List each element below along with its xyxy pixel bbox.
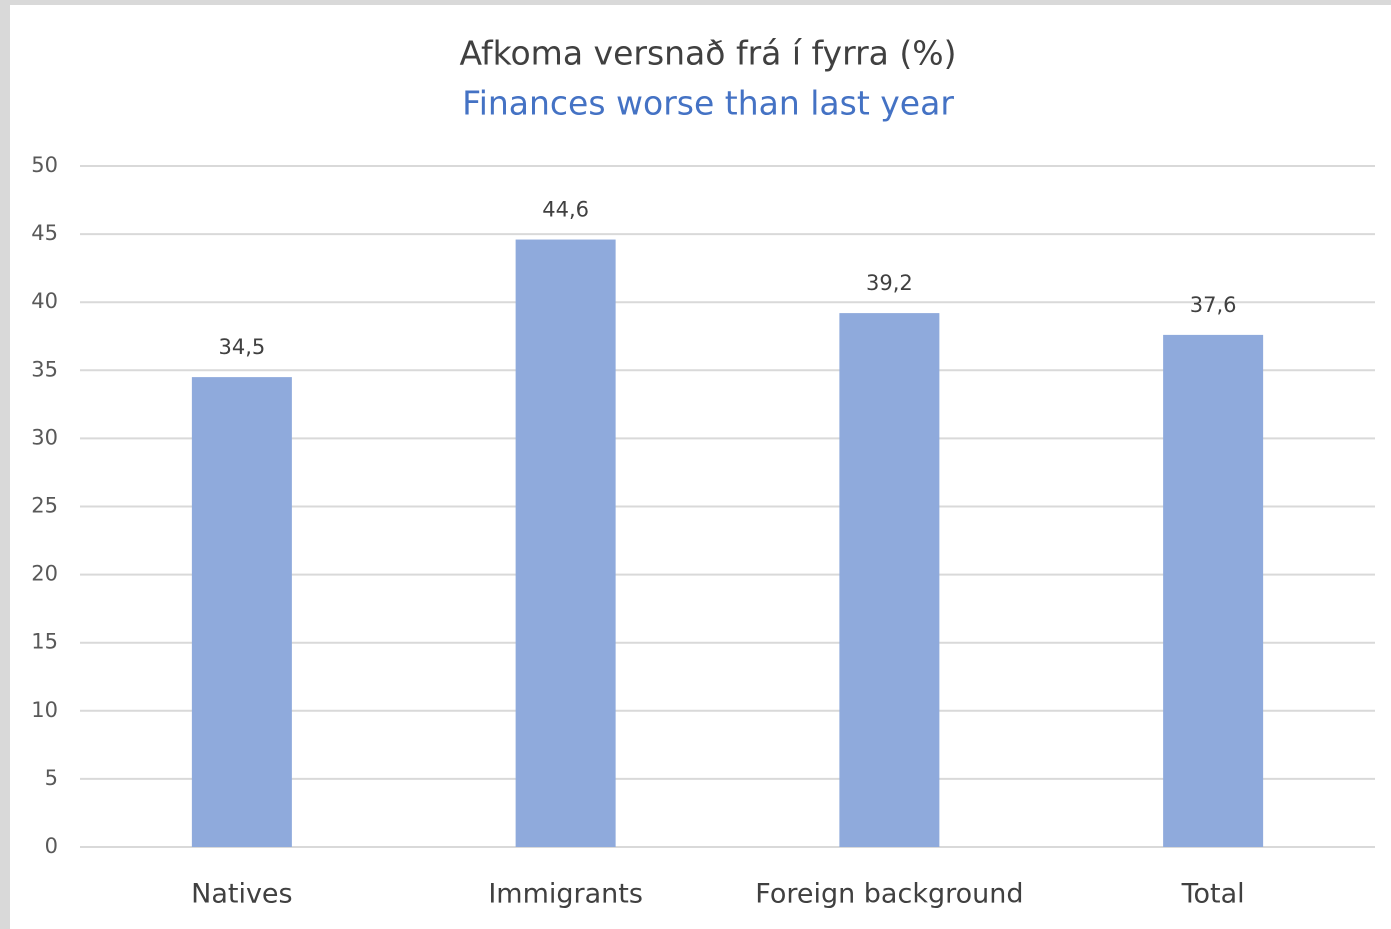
x-tick-label: Immigrants [488, 879, 643, 910]
chart-title: Afkoma versnað frá í fyrra (%) [460, 34, 957, 73]
value-label: 34,5 [218, 335, 265, 359]
y-tick-label: 45 [31, 221, 58, 245]
y-tick-label: 25 [31, 494, 58, 518]
x-tick-label: Natives [191, 879, 293, 910]
value-label: 44,6 [542, 198, 589, 222]
y-tick-label: 35 [31, 357, 58, 381]
y-tick-label: 10 [31, 698, 58, 722]
x-tick-label: Foreign background [755, 879, 1023, 910]
chart-subtitle: Finances worse than last year [462, 84, 954, 123]
y-tick-label: 30 [31, 425, 58, 449]
bar [839, 313, 940, 847]
y-tick-label: 15 [31, 630, 58, 654]
y-tick-label: 20 [31, 562, 58, 586]
value-label: 37,6 [1190, 293, 1237, 317]
bar [191, 377, 292, 847]
y-tick-label: 5 [45, 766, 58, 790]
bar [1163, 334, 1264, 847]
value-label: 39,2 [866, 271, 913, 295]
bar [515, 239, 616, 848]
y-tick-label: 0 [45, 834, 58, 858]
x-tick-label: Total [1181, 879, 1245, 910]
y-tick-label: 40 [31, 289, 58, 313]
y-tick-label: 50 [31, 153, 58, 177]
